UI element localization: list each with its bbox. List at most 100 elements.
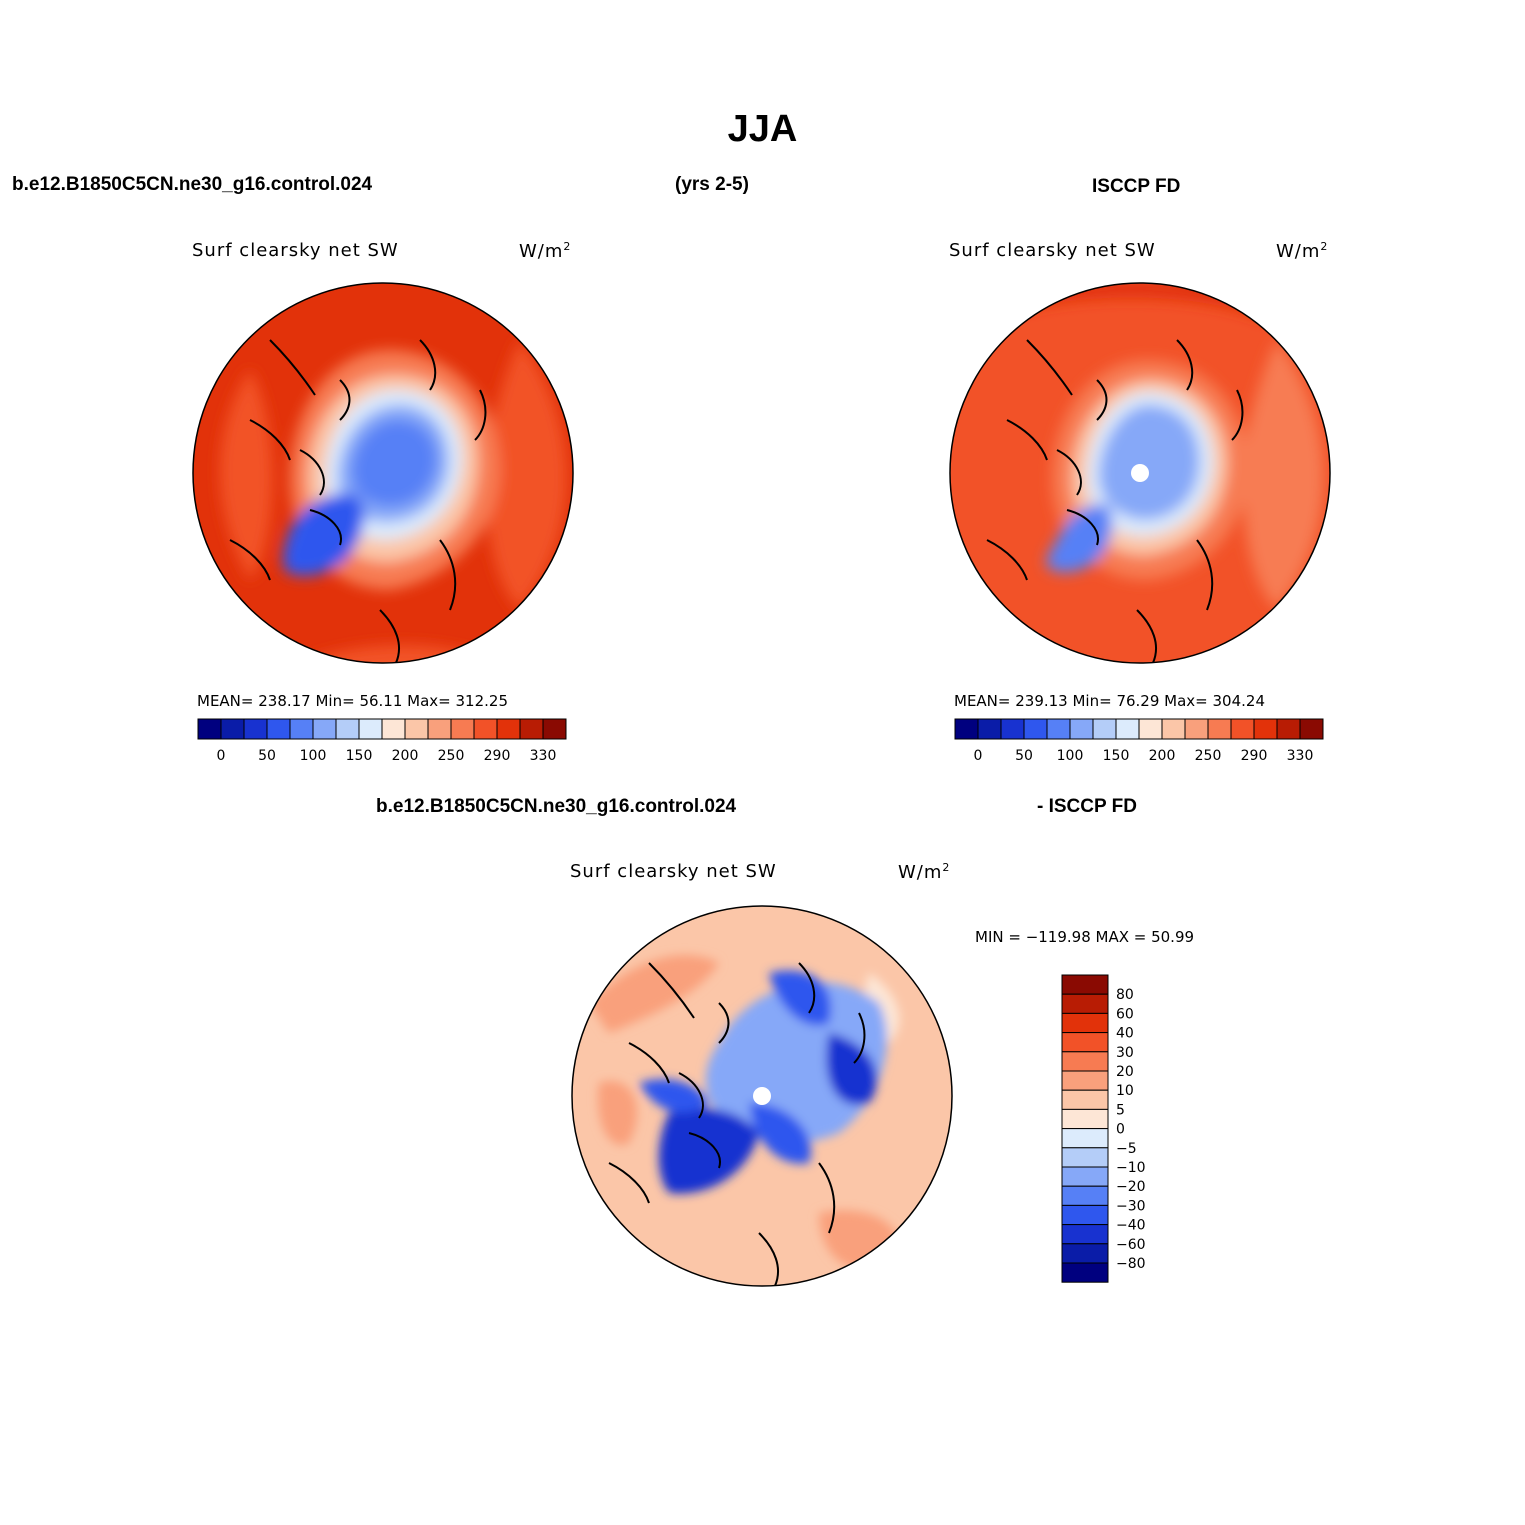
obs-colorbar-label: 200 (1149, 748, 1176, 764)
diff-colorbar-box (1061, 1147, 1109, 1168)
diff-obs-label: - ISCCP FD (1037, 796, 1137, 817)
obs-colorbar-label: 290 (1241, 748, 1268, 764)
diff-colorbar-box (1061, 1051, 1109, 1072)
case-name-label: b.e12.B1850C5CN.ne30_g16.control.024 (12, 174, 373, 195)
model-colorbar-label: 150 (346, 748, 373, 764)
obs-colorbar-box (1092, 718, 1117, 740)
obs-colorbar-box (1069, 718, 1094, 740)
obs-colorbar-label: 50 (1015, 748, 1033, 764)
diff-colorbar-label: −80 (1116, 1256, 1146, 1272)
diff-colorbar-box (1061, 993, 1109, 1014)
diff-colorbar-label: −20 (1116, 1179, 1146, 1195)
model-colorbar-label: 100 (300, 748, 327, 764)
obs-colorbar: 0 50 100 150 200 250 290 330 (954, 718, 1324, 764)
obs-colorbar-box (1161, 718, 1186, 740)
model-colorbar-label: 290 (484, 748, 511, 764)
diff-colorbar-label: 10 (1116, 1083, 1134, 1099)
model-colorbar-box (473, 718, 498, 740)
obs-colorbar-box (1230, 718, 1255, 740)
diff-colorbar-label: 80 (1116, 987, 1134, 1003)
model-units: W/m2 (519, 240, 572, 262)
diff-colorbar-label: −30 (1116, 1198, 1146, 1214)
obs-colorbar-box (1184, 718, 1209, 740)
model-colorbar-box (381, 718, 406, 740)
obs-colorbar-box (1253, 718, 1278, 740)
obs-colorbar-box (1276, 718, 1301, 740)
obs-colorbar-box (1000, 718, 1025, 740)
obs-name-label: ISCCP FD (1092, 176, 1181, 197)
diff-colorbar-label: −5 (1116, 1141, 1137, 1157)
obs-polar-map (949, 282, 1331, 664)
model-colorbar-box (289, 718, 314, 740)
diff-colorbar-label: −10 (1116, 1160, 1146, 1176)
diff-colorbar-label: 30 (1116, 1045, 1134, 1061)
diff-colorbar-box (1061, 1166, 1109, 1187)
model-colorbar-label: 250 (438, 748, 465, 764)
obs-colorbar-box (1138, 718, 1163, 740)
diff-colorbar-box (1061, 1089, 1109, 1110)
diff-colorbar-box (1061, 1224, 1109, 1245)
model-colorbar-box (358, 718, 383, 740)
obs-colorbar-label: 0 (974, 748, 983, 764)
model-colorbar-box (542, 718, 567, 740)
model-colorbar-box (427, 718, 452, 740)
obs-colorbar-label: 150 (1103, 748, 1130, 764)
diff-colorbar-box (1061, 1108, 1109, 1130)
diff-colorbar-label: 40 (1116, 1026, 1134, 1042)
obs-variable-title: Surf clearsky net SW (949, 240, 1156, 261)
model-colorbar-box (450, 718, 475, 740)
diff-polar-map (571, 905, 953, 1287)
model-colorbar-box (266, 718, 291, 740)
diff-colorbar-box (1061, 974, 1109, 995)
obs-colorbar-box (1299, 718, 1324, 740)
diff-colorbar-box (1061, 1204, 1109, 1226)
model-colorbar-box (404, 718, 429, 740)
model-polar-map (192, 282, 574, 664)
diff-colorbar-box (1061, 1262, 1109, 1283)
diff-colorbar-box (1061, 1070, 1109, 1091)
diff-colorbar-label: −40 (1116, 1218, 1146, 1234)
diff-units: W/m2 (898, 861, 951, 883)
diff-colorbar-label: 0 (1116, 1122, 1125, 1138)
diff-colorbar-box (1061, 1185, 1109, 1206)
model-colorbar: 0 50 100 150 200 250 290 330 (197, 718, 567, 764)
model-colorbar-label: 200 (392, 748, 419, 764)
obs-colorbar-label: 330 (1287, 748, 1314, 764)
obs-colorbar-box (977, 718, 1002, 740)
model-colorbar-box (197, 718, 222, 740)
obs-colorbar-box (954, 718, 979, 740)
model-colorbar-label: 0 (217, 748, 226, 764)
diff-colorbar-label: 5 (1116, 1102, 1125, 1118)
obs-colorbar-box (1207, 718, 1232, 740)
model-colorbar-box (335, 718, 360, 740)
obs-colorbar-box (1046, 718, 1071, 740)
diff-colorbar-box (1061, 1012, 1109, 1034)
diff-colorbar-box (1061, 1032, 1109, 1053)
obs-colorbar-label: 250 (1195, 748, 1222, 764)
diff-colorbar-box (1061, 1243, 1109, 1264)
model-colorbar-box (496, 718, 521, 740)
diff-colorbar-label: −60 (1116, 1237, 1146, 1253)
model-colorbar-label: 50 (258, 748, 276, 764)
diff-colorbar-label: 20 (1116, 1064, 1134, 1080)
model-stats: MEAN= 238.17 Min= 56.11 Max= 312.25 (197, 692, 508, 710)
diff-colorbar-box (1061, 1128, 1109, 1149)
obs-units: W/m2 (1276, 240, 1329, 262)
diff-stats: MIN = −119.98 MAX = 50.99 (975, 928, 1195, 946)
model-colorbar-box (220, 718, 245, 740)
model-colorbar-box (243, 718, 268, 740)
diff-colorbar-label: 60 (1116, 1006, 1134, 1022)
years-label: (yrs 2-5) (675, 174, 749, 195)
model-colorbar-label: 330 (530, 748, 557, 764)
model-colorbar-box (312, 718, 337, 740)
obs-stats: MEAN= 239.13 Min= 76.29 Max= 304.24 (954, 692, 1265, 710)
diff-variable-title: Surf clearsky net SW (570, 861, 777, 882)
diff-colorbar: 80 60 40 30 20 10 5 0 −5 −10 −20 −30 −40 −60 −80 (1061, 974, 1146, 1283)
figure-title: JJA (727, 108, 798, 150)
model-variable-title: Surf clearsky net SW (192, 240, 399, 261)
obs-colorbar-label: 100 (1057, 748, 1084, 764)
obs-colorbar-box (1023, 718, 1048, 740)
obs-colorbar-box (1115, 718, 1140, 740)
diff-case-label: b.e12.B1850C5CN.ne30_g16.control.024 (376, 796, 737, 817)
model-colorbar-box (519, 718, 544, 740)
